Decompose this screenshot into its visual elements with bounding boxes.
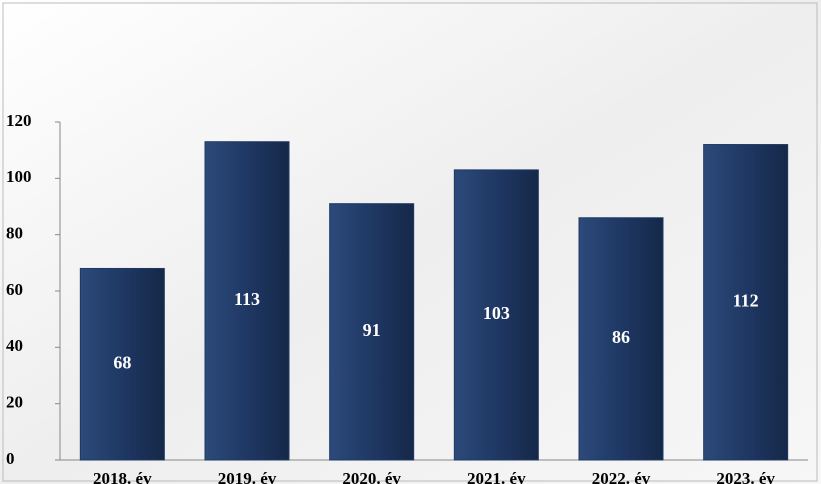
y-tick-label: 100 [6,167,32,186]
bar [578,217,664,461]
bar [204,141,290,461]
y-tick-label: 40 [6,336,23,355]
x-tick-label: 2020. év [342,469,401,484]
x-tick-label: 2023. év [716,469,775,484]
value-label: 91 [363,320,381,340]
x-tick-label: 2019. év [218,469,277,484]
bar [79,267,165,461]
y-tick-label: 0 [6,449,15,468]
y-tick-label: 80 [6,224,23,243]
value-label: 112 [733,290,759,310]
value-label: 68 [113,352,131,372]
value-label: 113 [234,289,260,309]
y-tick-label: 20 [6,393,23,412]
bar [329,203,415,461]
x-tick-label: 2022. év [592,469,651,484]
bar [703,144,789,461]
value-label: 86 [612,327,630,347]
x-tick-label: 2021. év [467,469,526,484]
x-tick-label: 2018. év [93,469,152,484]
value-label: 103 [483,303,510,323]
bar [453,169,539,461]
y-tick-label: 120 [6,111,32,130]
y-tick-label: 60 [6,280,23,299]
